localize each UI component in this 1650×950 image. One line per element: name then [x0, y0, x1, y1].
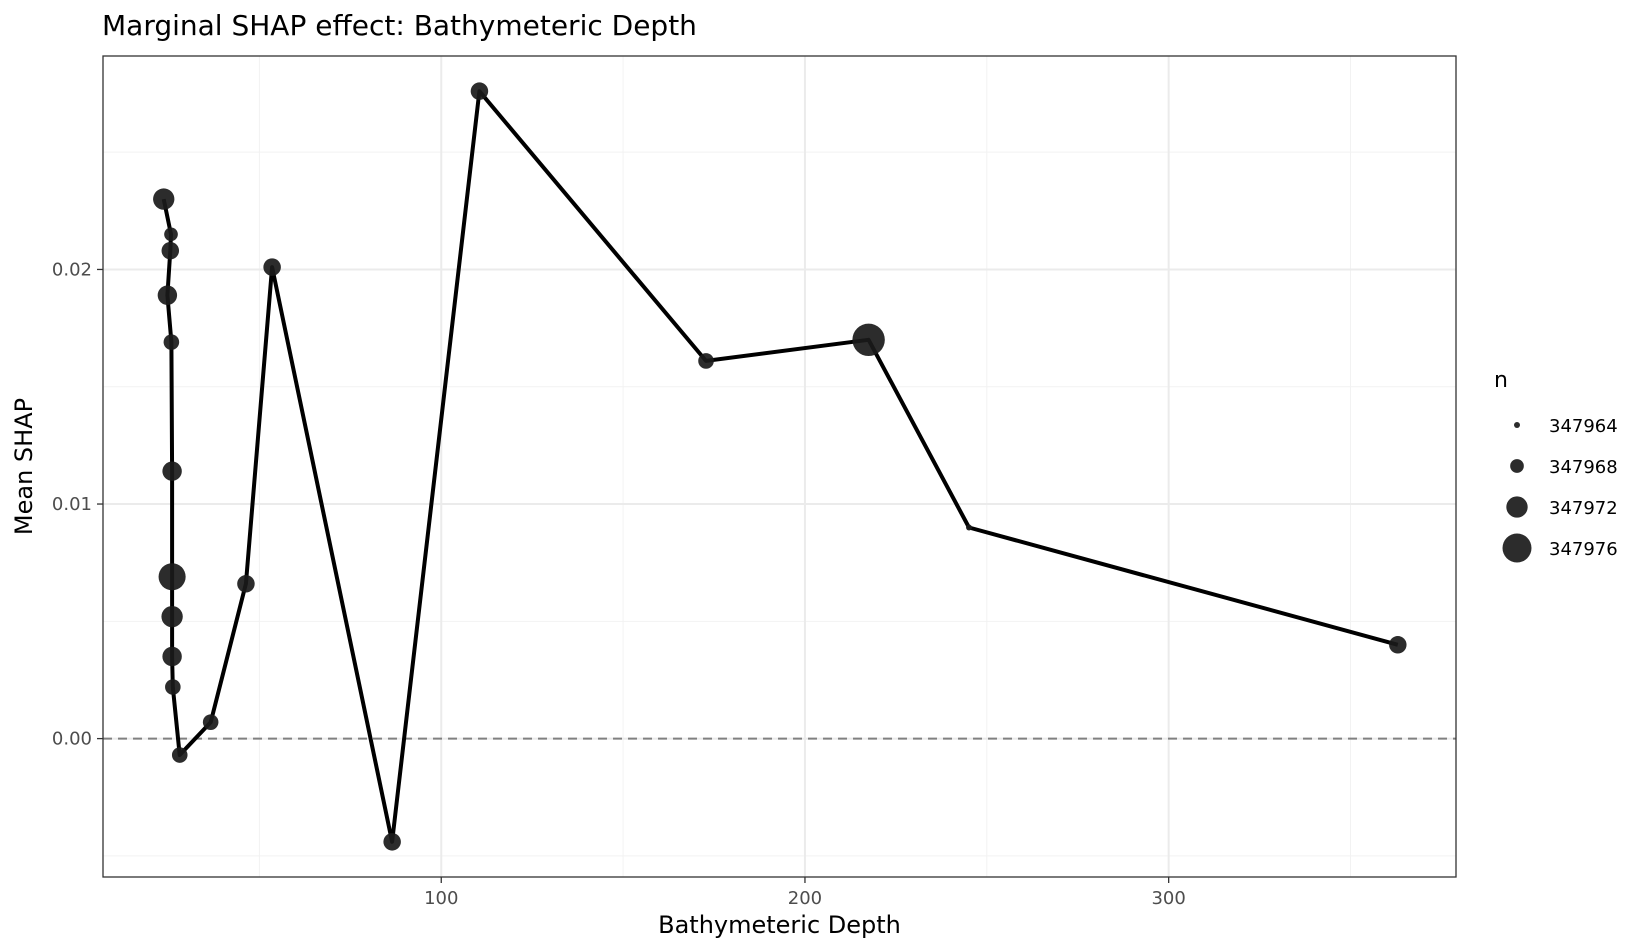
y-tick-label: 0.02 [52, 259, 92, 280]
x-tick-label: 100 [424, 888, 458, 909]
data-point [158, 563, 186, 591]
data-point [698, 353, 714, 369]
data-point [157, 285, 178, 305]
series [153, 82, 1407, 851]
grid [103, 56, 1456, 877]
data-point [171, 747, 188, 763]
data-point [162, 461, 182, 481]
data-point [965, 524, 972, 531]
x-tick-label: 300 [1151, 888, 1185, 909]
x-tick-label: 200 [788, 888, 822, 909]
data-point [165, 679, 181, 695]
y-tick-label: 0.00 [52, 729, 92, 750]
legend-key [1510, 459, 1524, 473]
data-point [383, 833, 401, 851]
data-point [470, 82, 489, 100]
legend-label: 347972 [1549, 498, 1618, 519]
y-axis-title: Mean SHAP [10, 398, 38, 535]
legend-title: n [1494, 368, 1508, 393]
data-point [202, 714, 219, 730]
data-point [161, 605, 183, 628]
data-point [163, 334, 180, 350]
x-axis-title: Bathymeteric Depth [658, 911, 901, 939]
data-point [164, 227, 178, 242]
panel-border [102, 55, 1457, 878]
legend-key [1506, 496, 1528, 518]
data-point [161, 241, 180, 260]
legend-key [1502, 533, 1532, 563]
series-line [161, 89, 1399, 844]
y-axis-ticks: 0.00 0.01 0.02 [52, 259, 103, 750]
legend: n 347964 347968 347972 347976 [1494, 368, 1618, 563]
y-tick-label: 0.01 [52, 494, 92, 515]
legend-key [1514, 422, 1520, 428]
data-point [162, 646, 182, 667]
data-point [153, 188, 175, 210]
data-point [263, 258, 281, 276]
legend-label: 347964 [1549, 416, 1618, 437]
data-point [1389, 636, 1407, 654]
chart-title: Marginal SHAP effect: Bathymeteric Depth [102, 9, 697, 42]
data-point [237, 575, 255, 593]
x-axis-ticks: 100 200 300 [424, 877, 1186, 909]
data-point [852, 323, 885, 357]
legend-label: 347976 [1549, 539, 1618, 560]
legend-label: 347968 [1549, 457, 1618, 478]
